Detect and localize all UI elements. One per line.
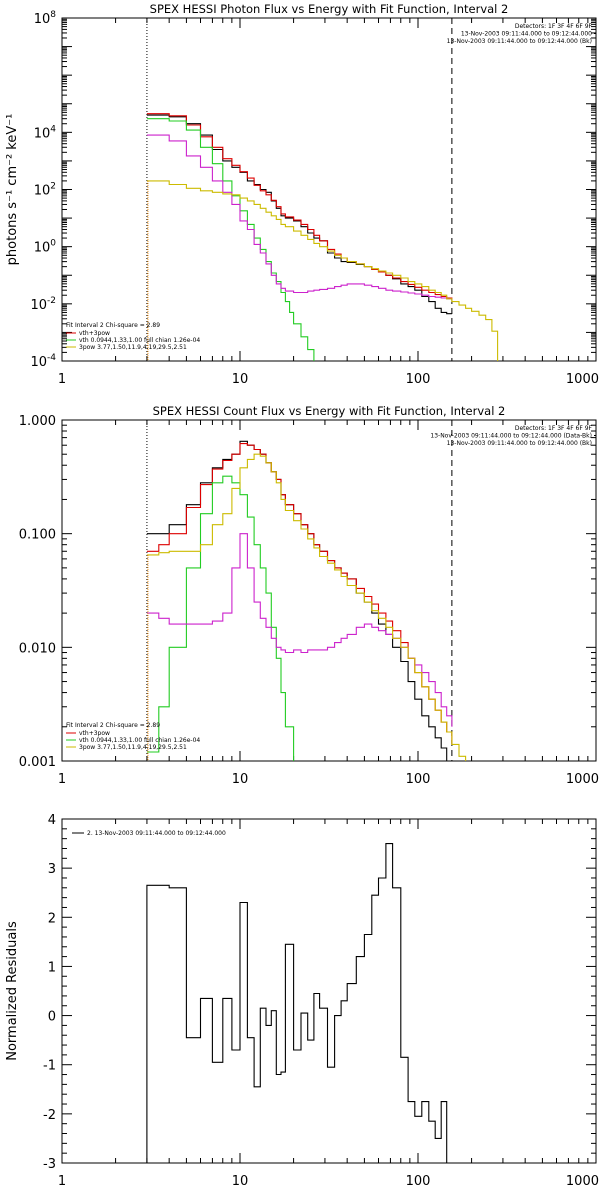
plot-frame [61, 818, 597, 1164]
y-tick-label: 3 [48, 862, 56, 877]
x-tick-label: 1 [58, 372, 66, 387]
y-tick-label: 1 [48, 960, 56, 975]
x-axis: 1 10 100 1000 [58, 819, 599, 1189]
info-line: Detectors: 1F 3F 4F 6F 9F [515, 23, 593, 30]
info-line: 13-Nov-2003 09:11:44.000 to 09:12:44.000 [461, 31, 592, 38]
y-tick-label: 100 [34, 239, 57, 256]
chart-title: SPEX HESSI Photon Flux vs Energy with Fi… [150, 2, 509, 16]
series-line-4 [146, 134, 453, 300]
series-line-2 [146, 443, 453, 745]
series-line-1 [146, 114, 452, 315]
plot-frame [61, 419, 597, 762]
y-tick-label: 2 [48, 911, 56, 926]
y-tick-label: 104 [34, 124, 57, 141]
series-line-4 [146, 533, 453, 727]
series-group [146, 843, 448, 1163]
y-tick-label: 0.010 [19, 641, 56, 656]
chart-panel-1: SPEX HESSI Photon Flux vs Energy with Fi… [5, 2, 599, 387]
y-tick-label: 0.001 [19, 755, 56, 770]
y-tick-label: 4 [48, 813, 56, 828]
y-tick-label: -1 [43, 1059, 56, 1074]
y-tick-label: 102 [34, 182, 56, 199]
series-line-3 [146, 475, 295, 761]
y-axis-label: photons s⁻¹ cm⁻² keV⁻¹ [5, 114, 20, 266]
y-tick-label: 0 [48, 1010, 56, 1025]
y-tick-label: 108 [34, 10, 57, 27]
x-tick-label: 1000 [566, 1174, 599, 1189]
y-tick-label: 0.100 [19, 528, 56, 543]
y-tick-label: -3 [43, 1157, 56, 1172]
y-tick-label: -2 [43, 1108, 56, 1123]
chart-panel-3: 1 10 100 1000 -3 -2 -1 0 1 2 3 4 Normalized Residual… [5, 813, 599, 1189]
info-line: 13-Nov-2003 09:11:44.000 to 09:12:44.000… [447, 38, 592, 45]
legend-label: 3pow 3.77,1.50,11.9,4.19,29.5,2.51 [79, 344, 187, 351]
y-axis: -3 -2 -1 0 1 2 3 4 [43, 813, 596, 1172]
fit-header: Fit Interval 2 Chi-square = 2.89 [66, 722, 160, 729]
x-tick-label: 1000 [566, 772, 599, 787]
x-tick-label: 100 [406, 772, 431, 787]
series-line-5 [146, 453, 467, 761]
y-axis: 0.001 0.010 0.100 1.000 [19, 414, 596, 770]
series-line-5 [146, 180, 499, 361]
x-tick-label: 1 [58, 772, 66, 787]
info-line: 13-Nov-2003 09:11:44.000 to 09:12:44.000… [430, 433, 592, 440]
x-tick-label: 10 [232, 372, 249, 387]
x-tick-label: 10 [232, 772, 249, 787]
series-line-1 [146, 843, 448, 1163]
legend-label: vth+3pow [79, 730, 110, 737]
y-tick-label: 10-2 [30, 296, 56, 313]
x-tick-label: 100 [406, 372, 431, 387]
y-axis: 10-4 10-2 100 102 104 108 [30, 10, 596, 370]
y-tick-label: 10-4 [30, 353, 56, 370]
x-tick-label: 100 [406, 1174, 431, 1189]
x-axis: 1 10 100 1000 [58, 420, 599, 787]
x-axis: 1 10 100 1000 [58, 18, 599, 387]
x-tick-label: 1000 [566, 372, 599, 387]
series-group [146, 440, 467, 761]
info-line: Detectors: 1F 3F 4F 6F 9F [515, 425, 593, 432]
series-line-2 [146, 113, 453, 299]
series-line-1 [146, 440, 448, 761]
y-tick-label: 1.000 [19, 414, 56, 429]
chart-title: SPEX HESSI Count Flux vs Energy with Fit… [153, 404, 506, 418]
fit-header: Fit Interval 2 Chi-square = 2.89 [66, 322, 160, 329]
info-line: 13-Nov-2003 09:11:44.000 to 09:12:44.000… [447, 440, 592, 447]
y-axis-label: Normalized Residuals [5, 921, 20, 1061]
x-tick-label: 10 [232, 1174, 249, 1189]
legend-label: 3pow 3.77,1.50,11.9,4.19,29.5,2.51 [79, 744, 187, 751]
legend-label: vth+3pow [79, 330, 110, 337]
series-line-3 [146, 118, 315, 361]
legend-label: vth 0.0944,1.33,1.00 full chian 1.26e-04 [79, 737, 200, 744]
series-group [146, 113, 499, 361]
chart-panel-2: SPEX HESSI Count Flux vs Energy with Fit… [19, 404, 599, 787]
legend-label: vth 0.0944,1.33,1.00 full chian 1.26e-04 [79, 337, 200, 344]
legend-label: 2. 13-Nov-2003 09:11:44.000 to 09:12:44.… [87, 830, 226, 837]
x-tick-label: 1 [58, 1174, 66, 1189]
plot-frame [61, 17, 597, 362]
